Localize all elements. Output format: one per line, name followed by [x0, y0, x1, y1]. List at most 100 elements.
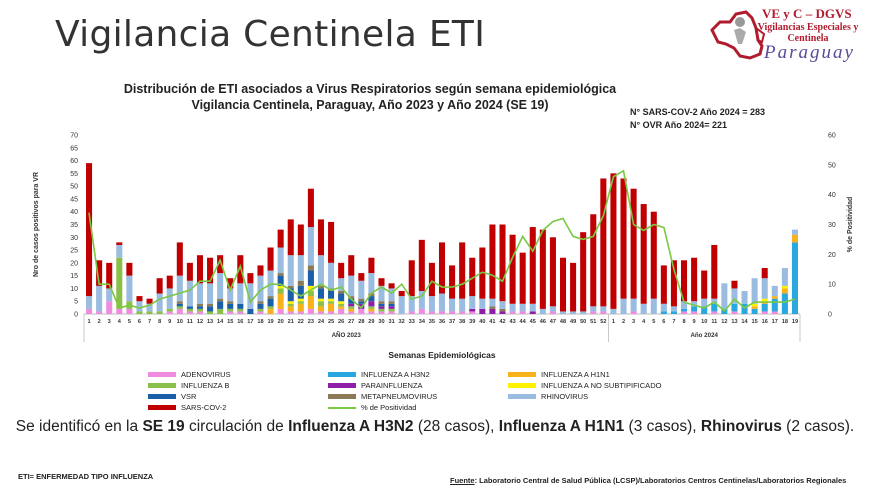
- bar-segment: [408, 311, 415, 314]
- bar-segment: [328, 262, 335, 289]
- x-axis-title: Semanas Epidemiológicas: [388, 350, 496, 360]
- bar-segment: [96, 311, 103, 314]
- bar-segment: [781, 293, 788, 314]
- bar-segment: [751, 278, 758, 304]
- bar-segment: [691, 301, 698, 307]
- bar-segment: [378, 301, 385, 304]
- legend-swatch: [508, 372, 536, 377]
- bar-segment: [86, 296, 93, 309]
- bar-segment: [549, 311, 556, 314]
- bar-segment: [358, 298, 365, 302]
- bar-segment: [731, 280, 738, 289]
- x-tick-label: 45: [530, 319, 536, 325]
- legend: ADENOVIRUS INFLUENZA A H3N2 INFLUENZA A H1…: [148, 370, 748, 412]
- logo-subtitle: Vigilancias Especiales y Centinela: [746, 22, 870, 44]
- x-tick-label: 8: [682, 319, 685, 325]
- x-tick-label: 7: [148, 319, 151, 325]
- bar-segment: [459, 242, 466, 299]
- bar-segment: [791, 242, 798, 314]
- x-tick-label: 39: [469, 319, 475, 325]
- x-tick-label: 18: [782, 319, 788, 325]
- legend-item: INFLUENZA A H3N2: [328, 370, 430, 379]
- bar-segment: [207, 306, 214, 312]
- bar-segment: [449, 298, 456, 312]
- x-tick-label: 13: [731, 319, 737, 325]
- bar-segment: [116, 244, 123, 258]
- bar-segment: [116, 242, 123, 245]
- bar-segment: [388, 303, 395, 307]
- bar-segment: [287, 301, 294, 304]
- bar-segment: [166, 288, 173, 309]
- bar-segment: [358, 280, 365, 299]
- legend-label: RHINOVIRUS: [541, 392, 589, 401]
- caption-bold: Influenza A H3N2: [288, 418, 414, 435]
- bar-segment: [519, 252, 526, 304]
- bar-segment: [237, 311, 244, 314]
- bar-segment: [449, 265, 456, 299]
- bar-segment: [297, 285, 304, 299]
- bar-segment: [358, 273, 365, 281]
- y-tick-label: 30: [70, 235, 78, 242]
- legend-item: SARS-COV-2: [148, 403, 226, 412]
- bar-segment: [771, 296, 778, 299]
- bar-segment: [691, 257, 698, 302]
- bar-segment: [227, 303, 234, 309]
- bar-segment: [196, 306, 203, 309]
- bar-segment: [751, 308, 758, 314]
- bar-segment: [499, 308, 506, 312]
- bar-segment: [227, 311, 234, 314]
- footer-source-label: Fuente: [450, 476, 475, 485]
- bar-segment: [338, 303, 345, 307]
- bar-segment: [731, 311, 738, 314]
- bar-segment: [479, 308, 486, 314]
- bar-segment: [146, 298, 153, 304]
- y2-tick-label: 50: [828, 162, 836, 169]
- bar-segment: [116, 257, 123, 309]
- bar-segment: [156, 293, 163, 312]
- y2-axis-title: % de Positividad: [847, 197, 854, 253]
- bar-segment: [297, 301, 304, 304]
- bar-segment: [771, 298, 778, 312]
- legend-item: INFLUENZA A H1N1: [508, 370, 610, 379]
- bar-segment: [287, 219, 294, 256]
- bar-segment: [368, 293, 375, 297]
- bar-segment: [358, 303, 365, 309]
- x-tick-label: 22: [298, 319, 304, 325]
- bar-segment: [731, 288, 738, 304]
- bar-segment: [307, 265, 314, 271]
- bar-segment: [348, 255, 355, 276]
- bar-segment: [86, 308, 93, 314]
- bar-segment: [489, 308, 496, 314]
- bar-segment: [408, 260, 415, 297]
- chart: 0510152025303540455055606570010203040506…: [33, 133, 854, 361]
- bar-segment: [681, 260, 688, 302]
- x-tick-label: 3: [108, 319, 111, 325]
- bar-segment: [186, 262, 193, 281]
- bar-segment: [196, 283, 203, 304]
- bar-segment: [338, 278, 345, 291]
- x-tick-label: 52: [600, 319, 606, 325]
- legend-swatch: [148, 383, 176, 388]
- x-tick-label: 15: [752, 319, 758, 325]
- logo-map-icon: [710, 10, 766, 60]
- bar-segment: [176, 275, 183, 302]
- y2-tick-label: 0: [828, 312, 832, 319]
- x-tick-label: 35: [429, 319, 435, 325]
- x-tick-label: 47: [550, 319, 556, 325]
- x-tick-label: 11: [711, 319, 717, 325]
- caption-text: circulación de: [184, 418, 289, 435]
- x-group-label: Año 2024: [690, 332, 718, 339]
- bar-segment: [438, 293, 446, 312]
- bar-segment: [761, 267, 768, 279]
- bar-segment: [196, 255, 203, 284]
- bar-segment: [166, 311, 173, 314]
- legend-swatch: [508, 383, 536, 388]
- bar-segment: [691, 306, 698, 312]
- bar-segment: [418, 239, 425, 291]
- bar-segment: [751, 306, 758, 309]
- bar-segment: [166, 275, 173, 289]
- bar-segment: [449, 311, 456, 314]
- legend-label: PARAINFLUENZA: [361, 381, 423, 390]
- x-tick-label: 26: [338, 319, 344, 325]
- bar-segment: [388, 308, 395, 312]
